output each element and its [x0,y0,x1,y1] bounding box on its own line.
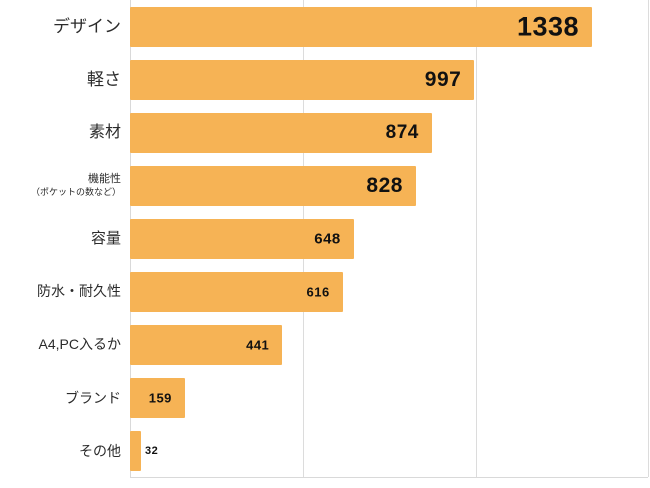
bar-value-label: 1338 [516,11,580,42]
category-label: その他 [0,443,130,461]
category-label: 容量 [0,230,130,249]
gridline-x-1500 [648,0,649,477]
category-label: A4,PC入るか [0,336,130,354]
bar [130,6,593,47]
bar [130,59,475,100]
bar-value-label: 828 [366,173,403,197]
category-label: 素材 [0,123,130,143]
bar [130,325,283,366]
bar [130,378,185,419]
bar-track: 828 [130,159,648,212]
category-label-text: 防水・耐久性 [37,283,121,300]
category-label-text: 素材 [88,123,121,141]
bar-row: ブランド 159 [0,372,648,425]
bar-value-label: 997 [424,67,462,91]
bar-row: その他 32 [0,425,648,478]
bar-track: 616 [130,266,648,319]
bar [130,272,343,313]
bar [130,165,416,206]
category-label-text: 容量 [90,229,121,247]
bar [130,218,354,259]
bar-row: A4,PC入るか 441 [0,319,648,372]
bar-value-label: 32 [145,445,159,458]
bar-value-label: 648 [314,230,341,248]
bar-track: 648 [130,212,648,265]
bar-row: 機能性 （ポケットの数など） 828 [0,159,648,212]
category-label: 軽さ [0,69,130,90]
category-label: デザイン [0,16,130,37]
bar-row: 軽さ 997 [0,53,648,106]
bar-track: 441 [130,319,648,372]
category-label-text: 機能性 [88,173,121,186]
category-label-text: ブランド [65,389,121,406]
bar-track: 1338 [130,0,648,53]
category-label-text: その他 [79,442,121,459]
bar-row: 素材 874 [0,106,648,159]
bar-value-label: 159 [148,390,172,406]
bar-track: 874 [130,106,648,159]
bar-row: 容量 648 [0,212,648,265]
category-label: 防水・耐久性 [0,283,130,301]
category-label-text: 軽さ [87,70,121,90]
gridline-x-1000 [475,0,477,477]
category-label-text: デザイン [53,16,121,36]
bar-row: 防水・耐久性 616 [0,266,648,319]
bar-value-label: 616 [306,284,330,300]
category-label: ブランド [0,390,130,408]
bar-row: デザイン 1338 [0,0,648,53]
bar-track: 159 [130,372,648,425]
bar-value-label: 441 [246,337,270,353]
category-label: 機能性 （ポケットの数など） [0,173,130,198]
bar [130,112,432,153]
category-label-text: A4,PC入るか [38,336,121,353]
category-label-subtext: （ポケットの数など） [30,187,121,198]
bar-value-label: 874 [385,121,419,143]
bar [130,431,142,472]
bar-track: 32 [130,425,648,478]
bar-rows: デザイン 1338 軽さ 997 素材 874 機能性 （ポケットの数 [0,0,648,478]
bar-track: 997 [130,53,648,106]
